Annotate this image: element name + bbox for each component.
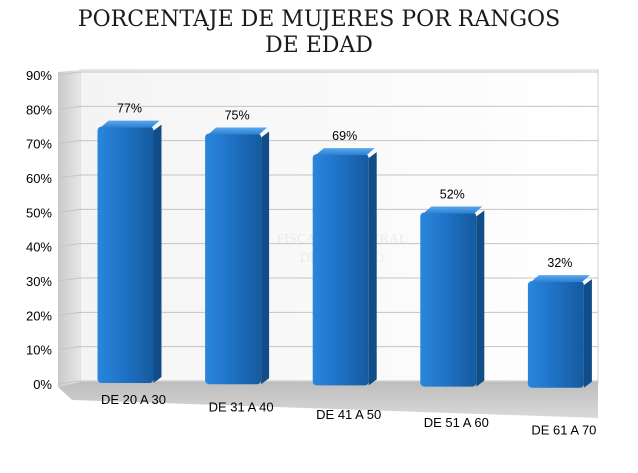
gridline-side [57, 243, 81, 248]
y-tick-label: 40% [26, 240, 52, 255]
gridline-side [57, 105, 81, 110]
data-label: 75% [225, 109, 250, 123]
bar-front [420, 212, 477, 387]
bar-front [312, 154, 369, 386]
y-tick-label: 50% [26, 205, 52, 220]
bar-side [476, 210, 485, 387]
y-axis: 0% 10% 20% 30% 40% 50% 60% 70% 80% 90% [26, 68, 52, 392]
gridline-side [57, 71, 81, 76]
bar-front [97, 126, 154, 383]
y-tick-label: 70% [26, 137, 52, 152]
bar-top [530, 275, 590, 283]
side-wall [58, 70, 80, 387]
bar [420, 206, 485, 387]
bar-side [261, 131, 270, 385]
y-tick-label: 20% [26, 308, 52, 323]
bar-series: 77% 75% 69% 52% 32% [97, 102, 592, 388]
gridline-side [57, 140, 81, 145]
floor [58, 382, 598, 418]
bar [205, 127, 270, 385]
y-tick-label: 80% [26, 102, 52, 117]
bar-side [368, 152, 377, 386]
bar-top [423, 206, 483, 214]
x-tick-label: DE 61 A 70 [531, 422, 596, 437]
y-tick-label: 30% [26, 274, 52, 289]
bar-top [100, 120, 160, 128]
chart-title-line-2: DE EDAD [265, 33, 373, 58]
y-tick-label: 60% [26, 171, 52, 186]
bar-front [527, 281, 584, 388]
gridline-side [57, 311, 81, 316]
bar [97, 120, 162, 383]
data-label: 69% [332, 129, 357, 143]
gridline-side [57, 380, 81, 385]
gridline-side [57, 346, 81, 351]
bar-top [208, 127, 268, 135]
bar-side [583, 279, 592, 388]
gridline-side [57, 174, 81, 179]
bar [312, 148, 377, 386]
gridline-side [57, 208, 81, 213]
y-tick-label: 0% [33, 377, 52, 392]
chart-title: PORCENTAJE DE MUJERES POR RANGOS DE EDAD [78, 7, 560, 58]
bar-front [205, 133, 262, 385]
data-label: 52% [440, 187, 465, 201]
bar [527, 275, 592, 388]
bar-top [315, 148, 375, 156]
x-tick-label: DE 41 A 50 [316, 407, 381, 422]
data-label: 32% [547, 256, 572, 270]
chart-title-line-1: PORCENTAJE DE MUJERES POR RANGOS [78, 7, 560, 32]
gridline-side [57, 277, 81, 282]
y-tick-label: 10% [26, 343, 52, 358]
x-tick-label: DE 31 A 40 [209, 400, 274, 415]
y-tick-label: 90% [26, 68, 52, 83]
x-tick-label: DE 51 A 60 [424, 415, 489, 430]
bar-side [153, 124, 162, 383]
x-tick-label: DE 20 A 30 [101, 392, 166, 407]
x-axis: DE 20 A 30 DE 31 A 40 DE 41 A 50 DE 51 A 60… [101, 392, 596, 437]
data-label: 77% [117, 102, 142, 116]
